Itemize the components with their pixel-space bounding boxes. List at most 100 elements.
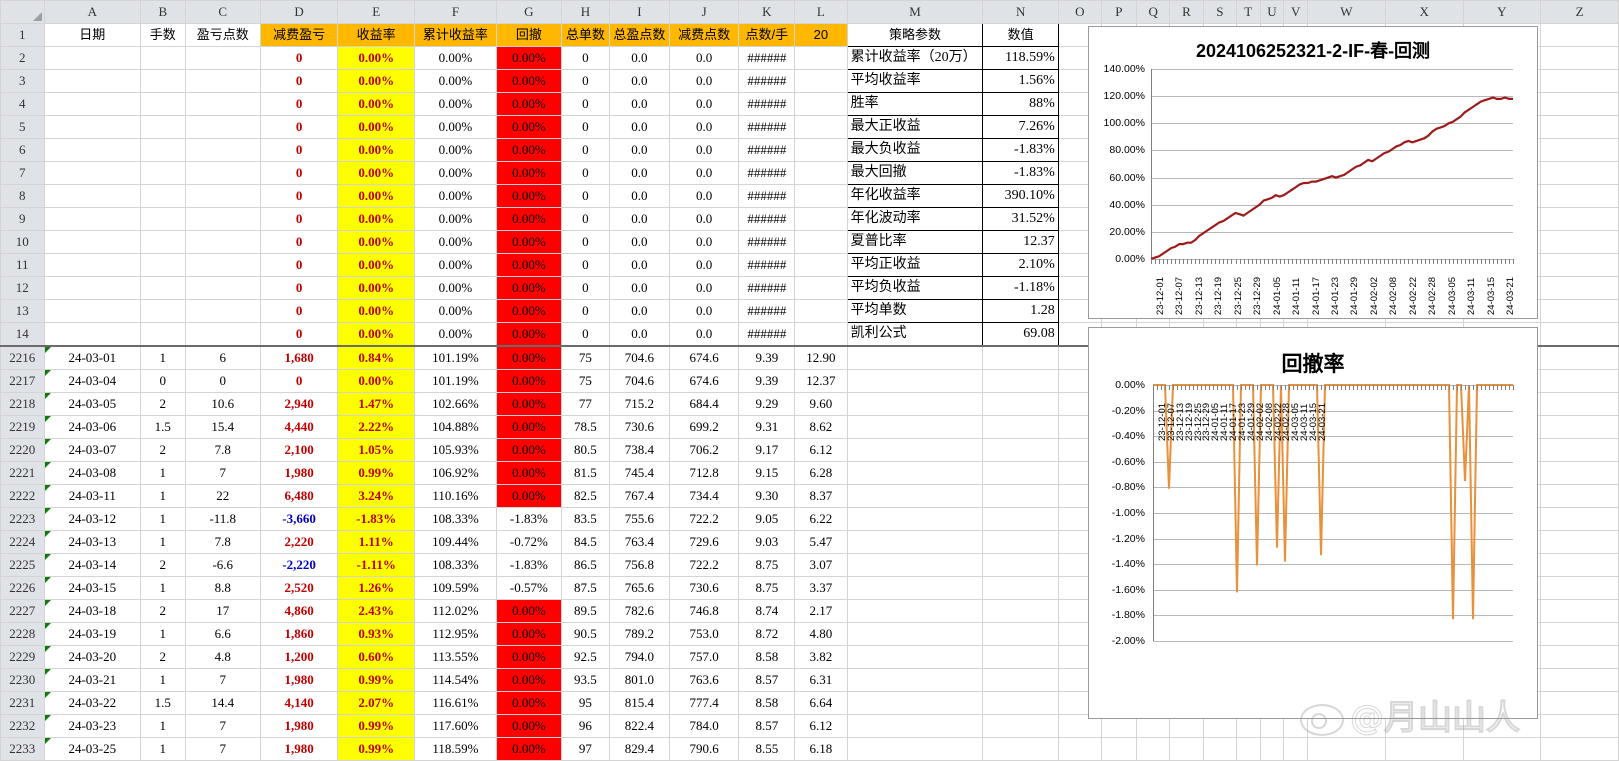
cell-total-orders[interactable]: 0 bbox=[560, 69, 610, 93]
cell-lots[interactable]: 2 bbox=[140, 553, 186, 577]
col-header-E[interactable]: E bbox=[337, 0, 416, 24]
cell-N[interactable] bbox=[982, 461, 1059, 485]
cell-total-points[interactable]: 0.0 bbox=[608, 230, 670, 254]
cell-net-pnl[interactable]: 1,980 bbox=[259, 737, 339, 761]
header-col-l[interactable]: 20 bbox=[794, 23, 848, 47]
cell-total-orders[interactable]: 89.5 bbox=[560, 599, 610, 623]
cell-col-l[interactable] bbox=[794, 276, 848, 300]
cell-return[interactable]: 0.00% bbox=[337, 161, 416, 185]
cell-date[interactable]: 24-03-23 bbox=[43, 714, 142, 738]
cell-return[interactable]: 0.60% bbox=[337, 645, 416, 669]
cell-date[interactable] bbox=[43, 253, 142, 277]
cell-return[interactable]: 3.24% bbox=[337, 484, 416, 508]
cell-points-per-lot[interactable]: 8.75 bbox=[738, 553, 796, 577]
cell-Z[interactable] bbox=[1540, 737, 1619, 761]
col-header-X[interactable]: X bbox=[1384, 0, 1464, 24]
cell-net-pnl[interactable]: 2,220 bbox=[259, 530, 339, 554]
param-value[interactable]: -1.83% bbox=[982, 161, 1059, 185]
cell-col-l[interactable]: 12.37 bbox=[794, 369, 848, 393]
cell-cumulative-return[interactable]: 101.19% bbox=[414, 369, 497, 393]
row-header[interactable]: 2218 bbox=[0, 392, 45, 416]
param-label[interactable]: 平均单数 bbox=[846, 299, 984, 323]
row-header[interactable]: 2221 bbox=[0, 461, 45, 485]
cell-date[interactable]: 24-03-19 bbox=[43, 622, 142, 646]
cell-Z[interactable] bbox=[1540, 622, 1619, 646]
cell-lots[interactable] bbox=[140, 184, 186, 208]
header-cumulative-return[interactable]: 累计收益率 bbox=[414, 23, 497, 47]
cell-points[interactable]: 7.8 bbox=[184, 530, 261, 554]
cell-drawdown[interactable]: 0.00% bbox=[495, 207, 562, 231]
cell-net-pnl[interactable]: 2,100 bbox=[259, 438, 339, 462]
cell-return[interactable]: 0.00% bbox=[337, 138, 416, 162]
cell-col-l[interactable] bbox=[794, 115, 848, 139]
header-net-points[interactable]: 减费点数 bbox=[668, 23, 740, 47]
cell-lots[interactable]: 1.5 bbox=[140, 415, 186, 439]
cell-N[interactable] bbox=[982, 415, 1059, 439]
header-points[interactable]: 盈亏点数 bbox=[184, 23, 261, 47]
cell-drawdown[interactable]: 0.00% bbox=[495, 599, 562, 623]
cell-total-orders[interactable]: 77 bbox=[560, 392, 610, 416]
cell-lots[interactable] bbox=[140, 207, 186, 231]
cell-lots[interactable]: 2 bbox=[140, 599, 186, 623]
cell-cumulative-return[interactable]: 112.95% bbox=[414, 622, 497, 646]
header-strategy-value[interactable]: 数值 bbox=[982, 23, 1059, 47]
cell-net-points[interactable]: 777.4 bbox=[668, 691, 740, 715]
cell-drawdown[interactable]: 0.00% bbox=[495, 322, 562, 347]
param-label[interactable]: 凯利公式 bbox=[846, 322, 984, 347]
cell-net-pnl[interactable]: 0 bbox=[259, 230, 339, 254]
cell-M[interactable] bbox=[846, 484, 984, 508]
col-header-P[interactable]: P bbox=[1100, 0, 1137, 24]
row-header[interactable]: 5 bbox=[0, 115, 45, 139]
cell-O[interactable] bbox=[1057, 714, 1102, 738]
cell-points-per-lot[interactable]: 9.03 bbox=[738, 530, 796, 554]
cell-return[interactable]: 0.00% bbox=[337, 69, 416, 93]
cell-total-orders[interactable]: 82.5 bbox=[560, 484, 610, 508]
cell-points-per-lot[interactable]: ###### bbox=[738, 207, 796, 231]
cell-points-per-lot[interactable]: ###### bbox=[738, 322, 796, 347]
cell-drawdown[interactable]: 0.00% bbox=[495, 714, 562, 738]
cell-total-points[interactable]: 0.0 bbox=[608, 322, 670, 347]
cell-lots[interactable]: 1 bbox=[140, 507, 186, 531]
cell-col-l[interactable] bbox=[794, 69, 848, 93]
row-header[interactable]: 14 bbox=[0, 322, 45, 347]
cell-return[interactable]: 0.99% bbox=[337, 461, 416, 485]
cell-M[interactable] bbox=[846, 553, 984, 577]
col-header-G[interactable]: G bbox=[495, 0, 562, 24]
row-header[interactable]: 2228 bbox=[0, 622, 45, 646]
cell-Z[interactable] bbox=[1540, 530, 1619, 554]
cell-total-orders[interactable]: 0 bbox=[560, 253, 610, 277]
cell-Z[interactable] bbox=[1540, 576, 1619, 600]
cell-total-orders[interactable]: 95 bbox=[560, 691, 610, 715]
param-value[interactable]: 31.52% bbox=[982, 207, 1059, 231]
col-header-B[interactable]: B bbox=[140, 0, 186, 24]
param-value[interactable]: 1.28 bbox=[982, 299, 1059, 323]
col-header-S[interactable]: S bbox=[1202, 0, 1237, 24]
col-header-T[interactable]: T bbox=[1235, 0, 1261, 24]
cell-return[interactable]: 0.93% bbox=[337, 622, 416, 646]
cell-N[interactable] bbox=[982, 438, 1059, 462]
cell-date[interactable]: 24-03-14 bbox=[43, 553, 142, 577]
cell-total-orders[interactable]: 0 bbox=[560, 184, 610, 208]
col-header-R[interactable]: R bbox=[1169, 0, 1204, 24]
param-label[interactable]: 平均负收益 bbox=[846, 276, 984, 300]
param-label[interactable]: 夏普比率 bbox=[846, 230, 984, 254]
cell-col-l[interactable]: 5.47 bbox=[794, 530, 848, 554]
header-lots[interactable]: 手数 bbox=[140, 23, 186, 47]
cell-drawdown[interactable]: -1.83% bbox=[495, 553, 562, 577]
cell-lots[interactable] bbox=[140, 69, 186, 93]
param-value[interactable]: -1.18% bbox=[982, 276, 1059, 300]
cell-points-per-lot[interactable]: 8.58 bbox=[738, 645, 796, 669]
cell-total-points[interactable]: 782.6 bbox=[608, 599, 670, 623]
cell-points-per-lot[interactable]: ###### bbox=[738, 69, 796, 93]
cell-M[interactable] bbox=[846, 438, 984, 462]
cell-net-points[interactable]: 0.0 bbox=[668, 207, 740, 231]
cell-date[interactable]: 24-03-08 bbox=[43, 461, 142, 485]
cell-N[interactable] bbox=[982, 576, 1059, 600]
cell-return[interactable]: 0.84% bbox=[337, 345, 416, 370]
cell-total-points[interactable]: 0.0 bbox=[608, 161, 670, 185]
cell-net-points[interactable]: 699.2 bbox=[668, 415, 740, 439]
cell-cumulative-return[interactable]: 109.44% bbox=[414, 530, 497, 554]
cell-lots[interactable]: 1 bbox=[140, 345, 186, 370]
cell-net-points[interactable]: 722.2 bbox=[668, 553, 740, 577]
cell-drawdown[interactable]: -0.57% bbox=[495, 576, 562, 600]
